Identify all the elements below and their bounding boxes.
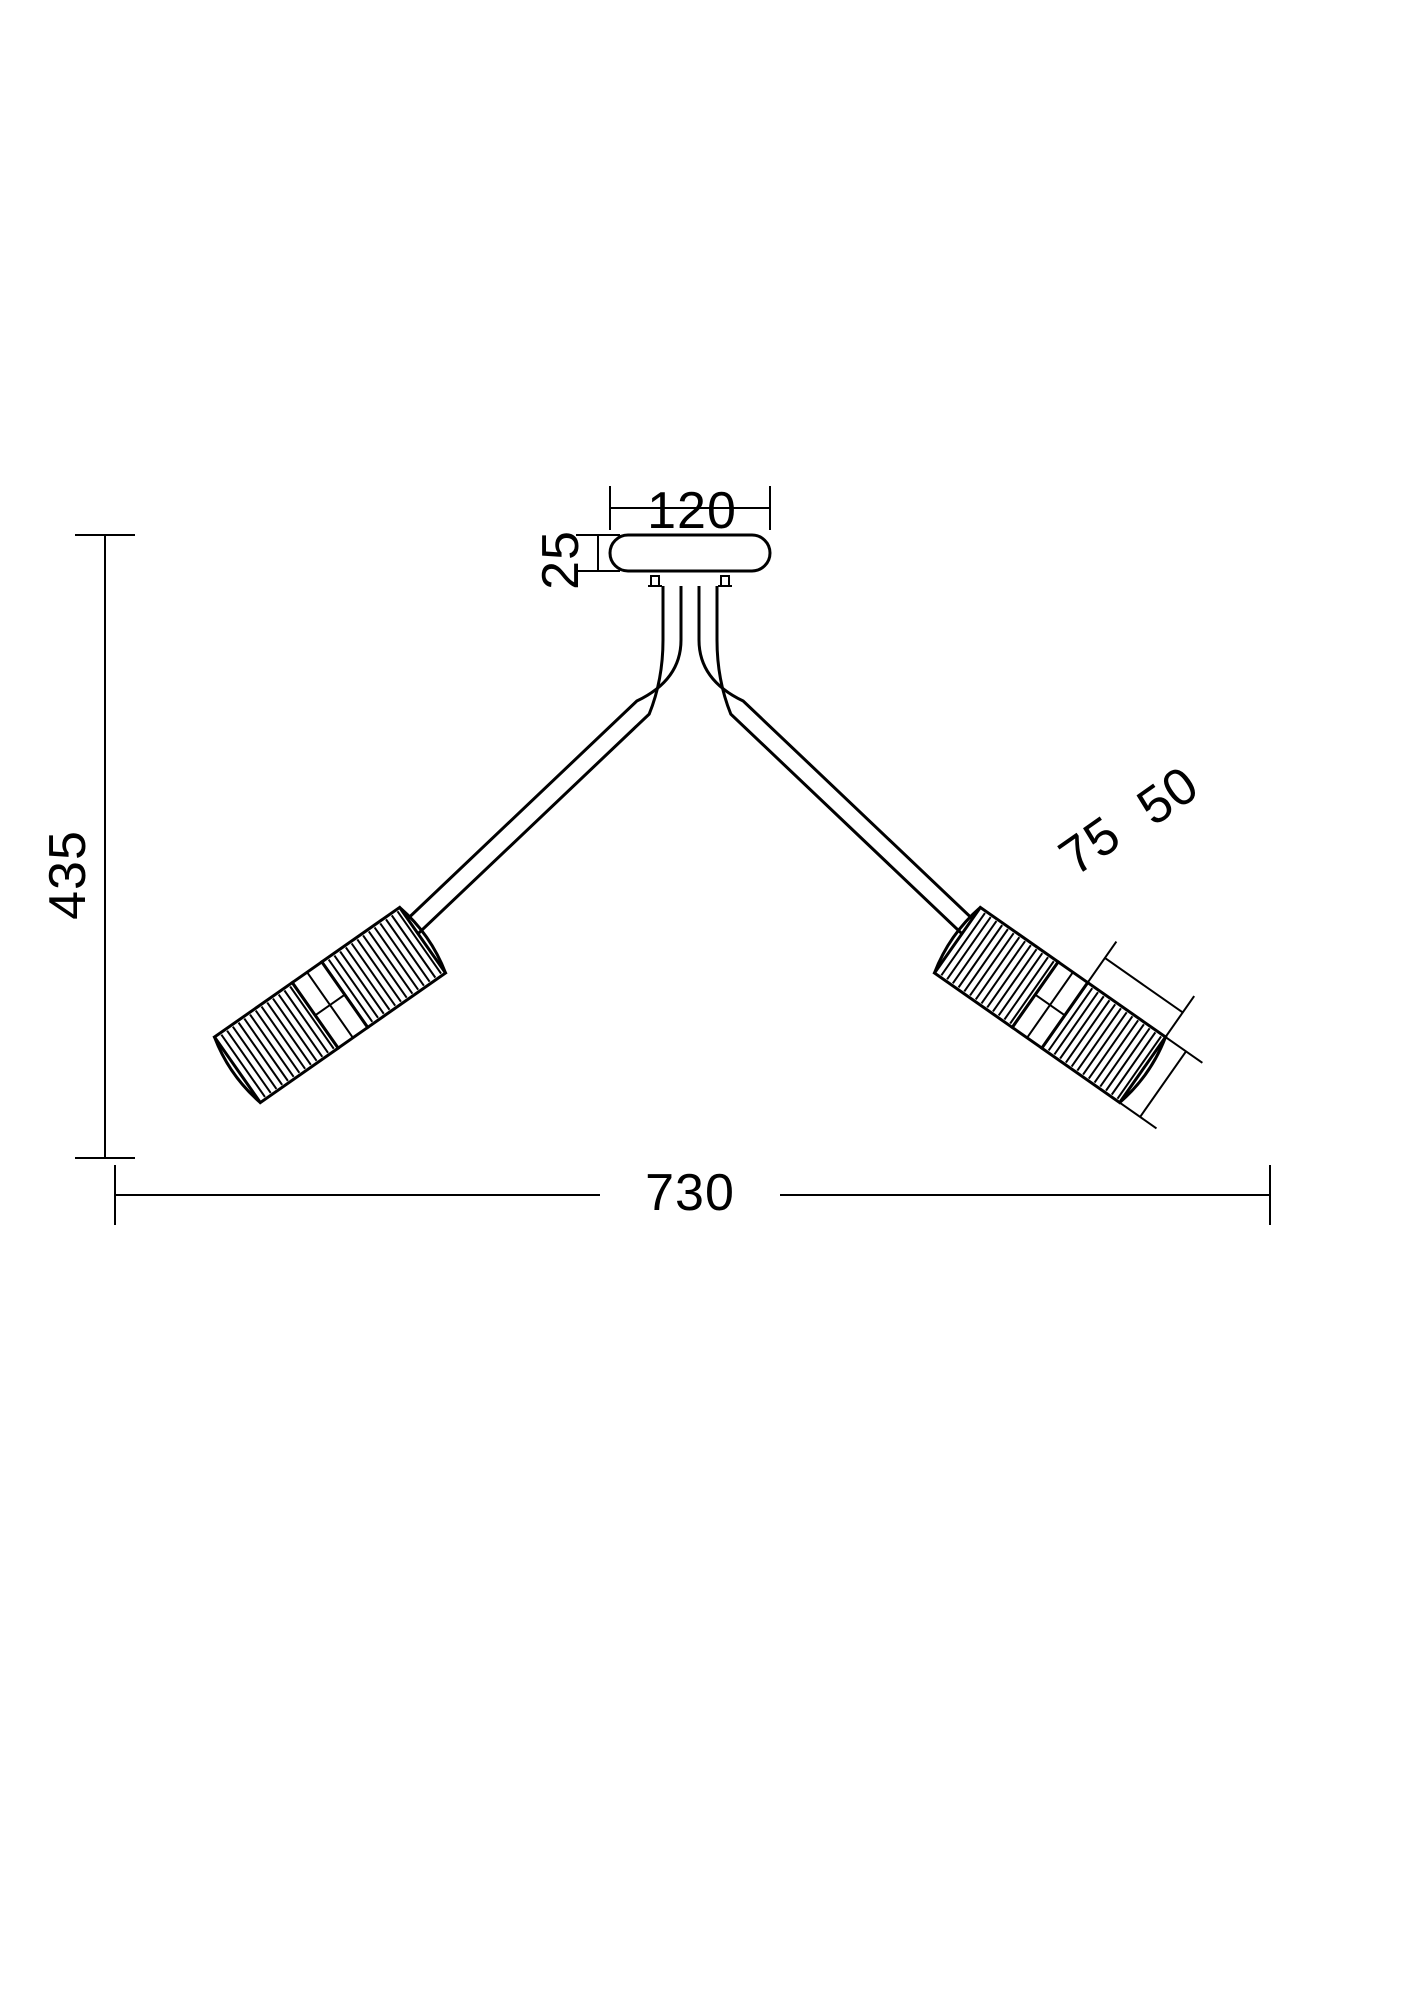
- dimension-labels: 730 435 120 25 7550: [39, 482, 1209, 1222]
- light-fixture: [210, 535, 1169, 1105]
- dim-label-overall_height: 435: [39, 830, 97, 920]
- dim-label-head_length: 75: [1049, 805, 1131, 887]
- dim-label-canopy_height: 25: [532, 530, 590, 590]
- lamp-head-left: [210, 905, 449, 1106]
- dim-label-head_diameter: 50: [1127, 755, 1209, 837]
- mounting-screw: [651, 576, 659, 586]
- dim-label-canopy_width: 120: [647, 482, 737, 540]
- dim-label-overall_width: 730: [645, 1164, 735, 1222]
- technical-drawing: 730 435 120 25 7550: [0, 0, 1413, 2000]
- mounting-screw: [721, 576, 729, 586]
- lamp-head-right: [930, 905, 1169, 1106]
- canopy-plate: [610, 535, 770, 571]
